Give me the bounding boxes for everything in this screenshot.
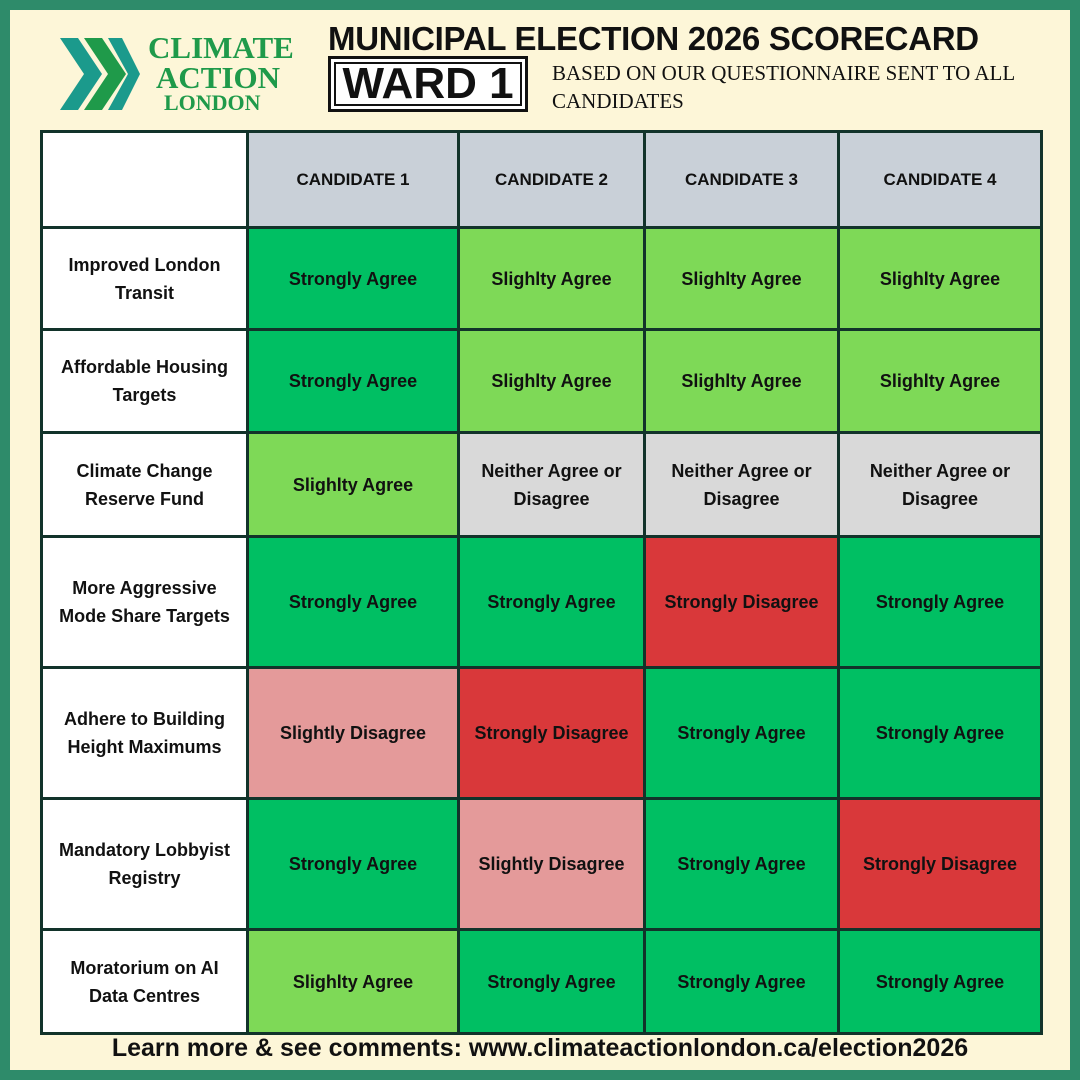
rating-cell: Strongly Agree bbox=[246, 328, 460, 434]
rating-cell: Slighlty Agree bbox=[246, 431, 460, 538]
rating-cell: Strongly Agree bbox=[643, 666, 840, 800]
rating-cell: Strongly Agree bbox=[837, 666, 1043, 800]
row-label: Mandatory Lobbyist Registry bbox=[40, 797, 249, 931]
row: Moratorium on AI Data Centres Slighlty Ag… bbox=[40, 928, 1043, 1035]
row-label: Moratorium on AI Data Centres bbox=[40, 928, 249, 1035]
scorecard-table: CANDIDATE 1 CANDIDATE 2 CANDIDATE 3 CANDIDA… bbox=[40, 130, 1043, 1035]
column-header: CANDIDATE 2 bbox=[457, 130, 646, 229]
rating-cell: Slightly Disagree bbox=[246, 666, 460, 800]
logo-line: CLIMATE bbox=[148, 30, 294, 65]
rating-cell: Strongly Disagree bbox=[837, 797, 1043, 931]
row-label: Climate Change Reserve Fund bbox=[40, 431, 249, 538]
footer: Learn more & see comments: www.climateac… bbox=[111, 1034, 969, 1062]
row: Affordable Housing Targets Strongly Agree… bbox=[40, 328, 1043, 434]
rating-cell: Strongly Agree bbox=[457, 928, 646, 1035]
row: Climate Change Reserve Fund Slighlty Agre… bbox=[40, 431, 1043, 538]
rating-cell: Strongly Agree bbox=[246, 226, 460, 331]
corner-cell bbox=[40, 130, 249, 229]
rating-cell: Slighlty Agree bbox=[837, 328, 1043, 434]
rating-cell: Strongly Agree bbox=[246, 797, 460, 931]
rating-cell: Strongly Agree bbox=[457, 535, 646, 669]
rating-cell: Strongly Disagree bbox=[643, 535, 840, 669]
rating-cell: Slighlty Agree bbox=[457, 226, 646, 331]
rating-cell: Strongly Agree bbox=[837, 928, 1043, 1035]
row-label: More Aggressive Mode Share Targets bbox=[40, 535, 249, 669]
row: Adhere to Building Height Maximums Slight… bbox=[40, 666, 1043, 800]
rating-cell: Strongly Agree bbox=[837, 535, 1043, 669]
row: Improved London Transit Strongly Agree Sli… bbox=[40, 226, 1043, 331]
rating-cell: Strongly Agree bbox=[246, 535, 460, 669]
row-label: Improved London Transit bbox=[40, 226, 249, 331]
rating-cell: Strongly Agree bbox=[643, 797, 840, 931]
row-label: Adhere to Building Height Maximums bbox=[40, 666, 249, 800]
row-label: Affordable Housing Targets bbox=[40, 328, 249, 434]
rating-cell: Neither Agree or Disagree bbox=[457, 431, 646, 538]
rating-cell: Strongly Agree bbox=[643, 928, 840, 1035]
rating-cell: Neither Agree or Disagree bbox=[837, 431, 1043, 538]
rating-cell: Slightly Disagree bbox=[457, 797, 646, 931]
column-header: CANDIDATE 3 bbox=[643, 130, 840, 229]
rating-cell: Neither Agree or Disagree bbox=[643, 431, 840, 538]
rating-cell: Slighlty Agree bbox=[837, 226, 1043, 331]
row: More Aggressive Mode Share Targets Strong… bbox=[40, 535, 1043, 669]
rating-cell: Strongly Disagree bbox=[457, 666, 646, 800]
logo-chevrons bbox=[60, 38, 140, 110]
ward: WARD 1 bbox=[328, 56, 528, 112]
column-header: CANDIDATE 4 bbox=[837, 130, 1043, 229]
header-row: CANDIDATE 1 CANDIDATE 2 CANDIDATE 3 CANDIDA… bbox=[40, 130, 1043, 229]
logo-line: ACTION bbox=[156, 60, 281, 95]
rating-cell: Slighlty Agree bbox=[643, 226, 840, 331]
title: MUNICIPAL ELECTION 2026 SCORECARD bbox=[328, 20, 979, 57]
logo-line: LONDON bbox=[164, 90, 261, 115]
subtitle: BASED ON OUR QUESTIONNAIRE SENT TO ALL C… bbox=[552, 61, 1015, 113]
rating-cell: Slighlty Agree bbox=[246, 928, 460, 1035]
rating-cell: Slighlty Agree bbox=[643, 328, 840, 434]
rating-cell: Slighlty Agree bbox=[457, 328, 646, 434]
column-header: CANDIDATE 1 bbox=[246, 130, 460, 229]
row: Mandatory Lobbyist Registry Strongly Agre… bbox=[40, 797, 1043, 931]
